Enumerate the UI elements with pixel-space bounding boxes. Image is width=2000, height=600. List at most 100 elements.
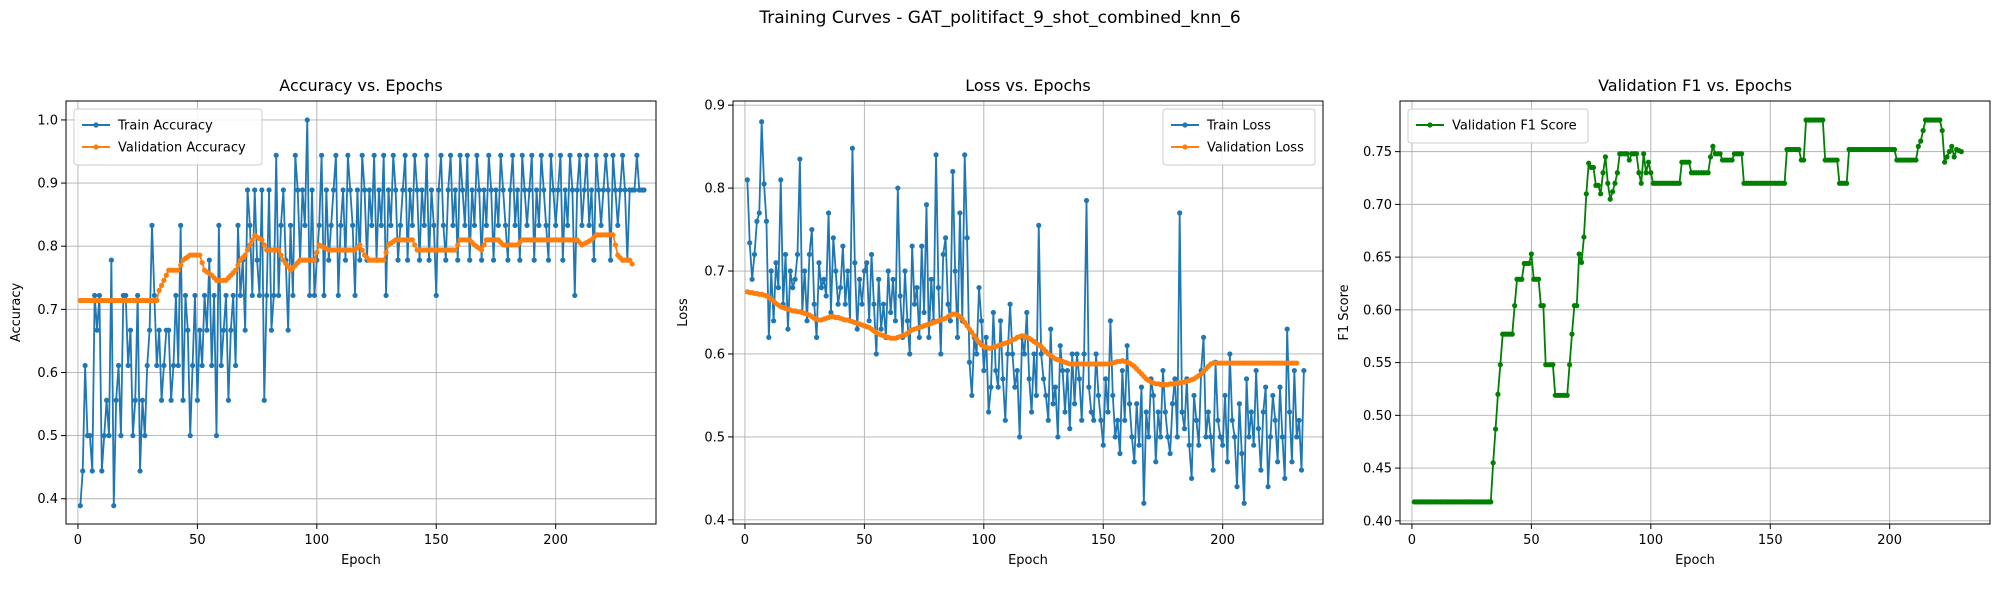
x-tick-label: 100	[971, 533, 996, 548]
data-point	[1598, 191, 1604, 197]
data-point	[1210, 467, 1216, 473]
data-point	[1165, 434, 1171, 440]
data-point	[182, 292, 189, 299]
data-point	[218, 362, 224, 369]
data-point	[909, 243, 915, 249]
data-point	[452, 187, 458, 193]
data-point	[118, 433, 124, 439]
data-point	[1174, 434, 1180, 440]
data-point	[99, 468, 105, 474]
data-point	[96, 292, 103, 299]
data-point	[526, 187, 533, 193]
data-point	[553, 222, 559, 228]
data-point	[132, 397, 138, 403]
data-point	[1119, 367, 1125, 374]
data-point	[1208, 434, 1214, 440]
data-point	[816, 260, 822, 266]
data-point	[548, 152, 554, 158]
data-point	[235, 262, 241, 268]
data-point	[945, 301, 951, 307]
data-point	[1526, 260, 1532, 267]
data-point	[261, 397, 267, 403]
data-point	[524, 222, 530, 228]
data-point	[314, 249, 320, 256]
data-point	[108, 257, 114, 263]
data-point	[1590, 164, 1597, 171]
data-point	[409, 222, 415, 228]
data-point	[1098, 417, 1104, 423]
data-point	[316, 222, 322, 228]
data-point	[385, 187, 392, 193]
data-point	[935, 285, 942, 291]
y-tick-label: 1.0	[37, 113, 58, 128]
data-point	[1167, 450, 1173, 457]
data-point	[751, 251, 758, 258]
data-point	[995, 384, 1001, 390]
legend-box	[1162, 108, 1316, 166]
data-point	[1124, 343, 1130, 349]
data-point	[479, 257, 485, 263]
data-point	[1036, 222, 1042, 229]
data-point	[1550, 362, 1556, 368]
data-point	[942, 235, 949, 241]
data-point	[192, 292, 198, 299]
data-point	[1781, 180, 1788, 186]
data-point	[1586, 160, 1592, 166]
data-point	[1946, 149, 1952, 155]
data-point	[1492, 426, 1499, 432]
data-point	[80, 468, 86, 474]
data-point	[1177, 210, 1183, 216]
data-point	[323, 187, 329, 193]
data-point	[622, 187, 628, 193]
data-point	[1153, 459, 1159, 465]
data-point	[347, 187, 353, 193]
y-tick-label: 0.6	[704, 347, 725, 362]
data-point	[321, 292, 327, 299]
data-point	[1222, 392, 1228, 399]
data-point	[861, 268, 867, 274]
data-point	[493, 187, 499, 193]
data-point	[1567, 362, 1573, 368]
data-point	[1103, 376, 1109, 382]
data-point	[1578, 259, 1585, 265]
figure-suptitle: Training Curves - GAT_politifact_9_shot_…	[759, 8, 1241, 28]
y-tick-label: 0.75	[1363, 145, 1392, 160]
chart-title: Loss vs. Epochs	[965, 76, 1090, 95]
data-point	[1490, 460, 1496, 466]
data-point	[1110, 392, 1116, 399]
data-point	[221, 327, 227, 333]
data-point	[230, 292, 236, 299]
data-point	[1186, 442, 1192, 448]
data-point	[976, 285, 982, 291]
data-point	[82, 362, 88, 369]
data-point	[464, 152, 470, 158]
data-point	[773, 260, 779, 266]
data-point	[455, 242, 461, 248]
data-point	[608, 257, 614, 263]
data-point	[261, 242, 267, 248]
data-point	[252, 187, 258, 193]
data-point	[273, 152, 279, 158]
data-point	[357, 242, 363, 248]
data-point	[519, 152, 525, 158]
data-point	[591, 257, 597, 263]
data-point	[536, 222, 542, 228]
data-point	[586, 222, 592, 228]
data-point	[766, 334, 772, 340]
data-point	[142, 433, 148, 439]
data-point	[859, 301, 865, 307]
data-point	[954, 334, 961, 340]
data-point	[1017, 434, 1023, 440]
data-point	[1236, 401, 1242, 407]
data-point	[1844, 180, 1850, 186]
y-tick-label: 0.6	[37, 366, 58, 381]
chart-3: 0 50 100 150 200 0.40 0.45 0.50 0.55 0.60 0.65 0.70…	[1337, 76, 1991, 568]
data-point	[178, 262, 184, 268]
data-point	[785, 326, 791, 332]
data-point	[383, 249, 389, 256]
data-point	[1064, 367, 1071, 374]
data-point	[144, 362, 150, 369]
data-point	[149, 222, 155, 228]
data-point	[1509, 331, 1515, 337]
